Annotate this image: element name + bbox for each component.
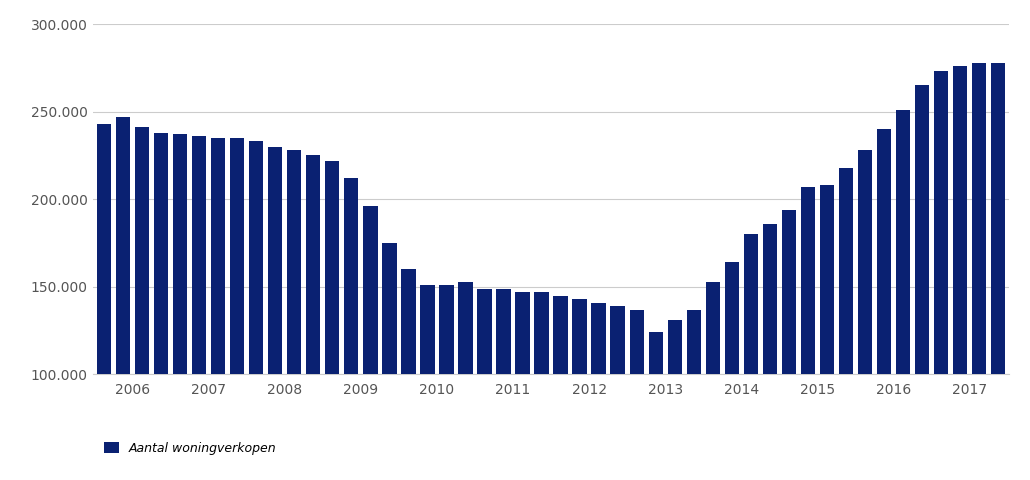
Bar: [820, 185, 834, 480]
Bar: [458, 282, 473, 480]
Bar: [667, 320, 682, 480]
Bar: [877, 129, 891, 480]
Bar: [573, 299, 587, 480]
Bar: [154, 132, 168, 480]
Bar: [896, 110, 911, 480]
Bar: [496, 288, 511, 480]
Bar: [934, 72, 948, 480]
Bar: [344, 178, 358, 480]
Bar: [706, 282, 720, 480]
Bar: [972, 62, 986, 480]
Bar: [249, 142, 264, 480]
Bar: [553, 296, 568, 480]
Bar: [135, 127, 149, 480]
Bar: [192, 136, 206, 480]
Bar: [287, 150, 302, 480]
Bar: [991, 62, 1005, 480]
Bar: [649, 332, 662, 480]
Bar: [744, 234, 758, 480]
Bar: [515, 292, 529, 480]
Bar: [591, 302, 606, 480]
Bar: [858, 150, 872, 480]
Bar: [230, 138, 244, 480]
Bar: [782, 210, 796, 480]
Bar: [535, 292, 549, 480]
Legend: Aantal woningverkopen: Aantal woningverkopen: [99, 437, 281, 460]
Bar: [420, 285, 435, 480]
Bar: [325, 161, 340, 480]
Bar: [611, 306, 625, 480]
Bar: [687, 310, 700, 480]
Bar: [306, 156, 320, 480]
Bar: [382, 243, 397, 480]
Bar: [762, 224, 777, 480]
Bar: [953, 66, 967, 480]
Bar: [402, 269, 415, 480]
Bar: [440, 285, 453, 480]
Bar: [116, 117, 130, 480]
Bar: [915, 85, 929, 480]
Bar: [477, 288, 491, 480]
Bar: [724, 262, 739, 480]
Bar: [173, 134, 187, 480]
Bar: [838, 168, 853, 480]
Bar: [800, 187, 815, 480]
Bar: [268, 147, 282, 480]
Bar: [97, 124, 111, 480]
Bar: [629, 310, 644, 480]
Bar: [364, 206, 378, 480]
Bar: [211, 138, 226, 480]
